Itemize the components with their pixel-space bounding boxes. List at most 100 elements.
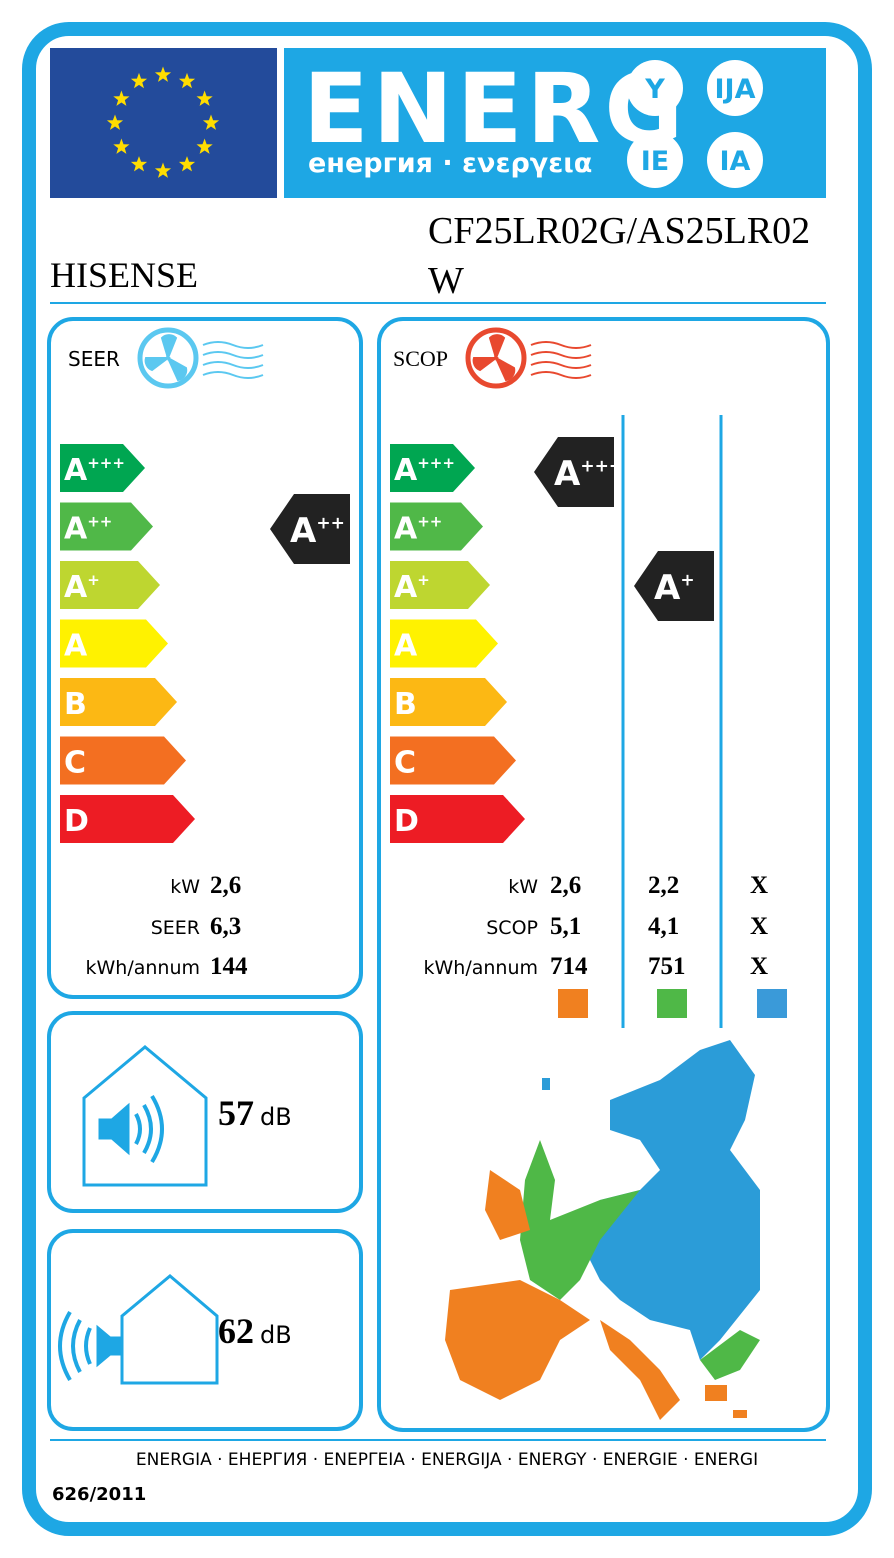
class-label-letter: B — [64, 687, 87, 722]
class-label-sup: + — [417, 571, 430, 589]
noise-level: 57 dB — [218, 1093, 292, 1133]
europe-map — [445, 1040, 760, 1420]
cooling-rating-label-sup: ++ — [316, 513, 345, 533]
row-label: kW — [170, 876, 200, 898]
class-label-letter: A — [394, 629, 418, 664]
class-arrow — [60, 444, 145, 492]
indoor-noise-icon — [82, 1045, 208, 1187]
class-arrow — [390, 736, 516, 785]
class-label-letter: A — [64, 453, 88, 488]
class-arrow — [390, 795, 525, 843]
class-label: A+ — [64, 570, 100, 605]
cooling-rating — [270, 494, 350, 564]
noise-unit: dB — [260, 1103, 292, 1131]
class-arrow — [60, 502, 153, 551]
heating-panel — [377, 317, 830, 1432]
class-arrow — [390, 619, 498, 668]
noise-value: 62 — [218, 1311, 254, 1351]
row-value: 4,1 — [648, 913, 679, 940]
outdoor-noise-panel — [47, 1229, 363, 1431]
eu-star — [202, 114, 220, 130]
class-arrow — [390, 678, 507, 726]
eu-star — [130, 156, 148, 172]
class-arrow — [390, 444, 475, 492]
suffix: IJA — [715, 74, 756, 105]
eu-star — [178, 156, 196, 172]
cooling-rating-label-letter: A — [290, 511, 317, 551]
suffix-circle — [707, 60, 763, 116]
class-label-letter: A — [394, 570, 418, 605]
suffix-circle — [627, 60, 683, 116]
class-label: A++ — [394, 512, 442, 547]
eu-star — [113, 138, 130, 154]
heating-label: SCOP — [393, 346, 448, 371]
outdoor-noise-icon — [58, 1274, 219, 1385]
class-arrow — [60, 619, 168, 668]
class-label: A++ — [64, 512, 112, 547]
class-label-letter: A — [64, 512, 88, 547]
cool-fan-icon — [137, 327, 264, 389]
suffix: IE — [641, 146, 670, 177]
row-value: 751 — [648, 953, 686, 980]
indoor-noise-panel — [47, 1011, 363, 1213]
eu-star — [130, 72, 148, 89]
heating-rating — [534, 437, 614, 507]
class-label: A — [394, 629, 418, 664]
cooling-panel — [47, 317, 363, 999]
zone-swatch — [657, 989, 687, 1018]
noise-unit: dB — [260, 1321, 292, 1349]
row-label: SEER — [151, 917, 200, 939]
zone-swatch — [558, 989, 588, 1018]
class-arrow — [390, 561, 490, 609]
row-value: 6,3 — [210, 913, 241, 940]
cooling-label: SEER — [68, 347, 120, 371]
class-label-sup: ++ — [417, 513, 442, 531]
row-label: kWh/annum — [423, 957, 538, 979]
class-label-letter: D — [394, 804, 419, 839]
suffix-circle — [627, 132, 683, 188]
noise-value: 57 — [218, 1093, 254, 1133]
row-label: kWh/annum — [85, 957, 200, 979]
heating-rating-label-sup: + — [680, 570, 694, 590]
class-label-sup: +++ — [87, 454, 125, 472]
class-arrow — [60, 561, 160, 609]
model-id: CF25LR02G/AS25LR02W — [428, 210, 811, 302]
class-label-sup: +++ — [417, 454, 455, 472]
row-value: 2,6 — [210, 872, 241, 899]
energy-subtitle: енергия · ενεργεια — [308, 148, 592, 179]
class-label: A — [64, 629, 88, 664]
class-arrow — [60, 678, 177, 726]
class-label-letter: D — [64, 804, 89, 839]
row-value: 714 — [550, 953, 588, 980]
heating-rating-label: A+++ — [554, 454, 623, 494]
suffix-circle — [707, 132, 763, 188]
row-value: 5,1 — [550, 913, 581, 940]
class-label: B — [64, 687, 87, 722]
class-arrow — [390, 502, 483, 551]
heating-rating-label-sup: +++ — [580, 456, 623, 476]
class-label-sup: ++ — [87, 513, 112, 531]
class-label-letter: A — [64, 570, 88, 605]
regulation: 626/2011 — [52, 1484, 146, 1505]
class-label: A+++ — [64, 453, 125, 488]
heating-rating — [634, 551, 714, 621]
eu-star — [196, 90, 213, 106]
noise-level: 62 dB — [218, 1311, 292, 1351]
eu-star — [154, 162, 172, 178]
row-label: kW — [508, 876, 538, 898]
supplier: HISENSE — [50, 255, 198, 295]
row-value: 144 — [210, 953, 248, 980]
class-label-letter: A — [394, 512, 418, 547]
class-label: B — [394, 687, 417, 722]
cooling-rating-label: A++ — [290, 511, 345, 551]
class-label-sup: + — [87, 571, 100, 589]
row-label: SCOP — [486, 917, 538, 939]
class-label: A+ — [394, 570, 430, 605]
eu-star — [113, 90, 130, 106]
energy-title: ENERG — [303, 53, 687, 165]
row-value: 2,6 — [550, 872, 581, 899]
row-value: 2,2 — [648, 872, 679, 899]
class-label-letter: A — [64, 629, 88, 664]
